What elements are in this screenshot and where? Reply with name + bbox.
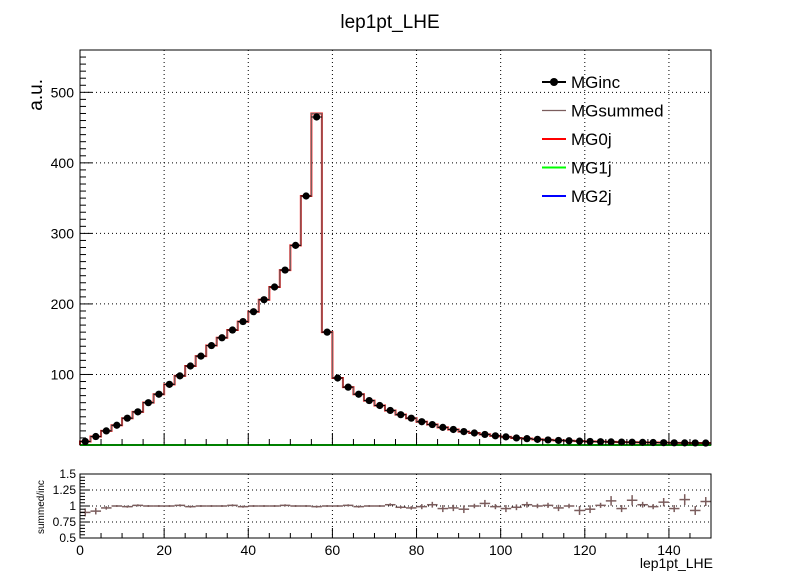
ratio-y-axis-label: summed/inc <box>36 480 47 534</box>
mginc-point <box>155 390 163 398</box>
main-y-axis-label: a.u. <box>26 79 47 111</box>
ratio-y-tick-label: 1.5 <box>59 467 76 481</box>
mginc-point <box>281 266 289 274</box>
ratio-x-tick-label: 0 <box>76 542 84 558</box>
mginc-point <box>460 427 468 436</box>
mginc-point <box>386 406 394 415</box>
main-y-tick-label: 100 <box>51 366 75 382</box>
mginc-point <box>491 432 500 440</box>
mginc-point <box>291 241 300 249</box>
mginc-point <box>418 418 426 426</box>
main-y-tick-label: 300 <box>51 225 75 241</box>
main-y-tick-label: 200 <box>51 296 75 312</box>
mginc-point <box>197 352 205 360</box>
ratio-y-tick-label: 1 <box>69 499 76 513</box>
mginc-point <box>134 408 142 416</box>
mginc-point <box>207 341 216 350</box>
mginc-point <box>512 434 521 442</box>
legend-mg2j-label: MG2j <box>571 187 612 206</box>
chart-title: lep1pt_LHE <box>340 12 439 33</box>
mginc-point <box>596 438 605 446</box>
mginc-point <box>481 430 489 439</box>
ratio-y-tick-label: 1.25 <box>53 483 77 497</box>
mginc-point <box>365 396 373 405</box>
mginc-point <box>628 438 636 446</box>
mginc-point <box>92 432 100 441</box>
ratio-x-tick-label: 60 <box>325 542 341 558</box>
mginc-point <box>586 437 594 446</box>
mginc-point <box>439 423 447 431</box>
legend: MGinc MGsummed MG0j MG1j MG2j <box>542 73 664 206</box>
mginc-point <box>618 438 626 446</box>
mginc-point <box>533 435 542 443</box>
mginc-point <box>218 334 226 342</box>
mginc-point <box>565 437 573 445</box>
mginc-point <box>344 383 352 391</box>
mginc-point <box>544 436 552 444</box>
ratio-x-tick-label: 40 <box>240 542 256 558</box>
mginc-point <box>554 436 563 445</box>
ratio-x-tick-label: 140 <box>657 542 681 558</box>
mginc-point <box>334 374 342 382</box>
mginc-point <box>649 438 657 447</box>
mginc-point <box>607 438 615 446</box>
mginc-point <box>165 380 173 388</box>
mginc-point <box>186 362 195 370</box>
legend-mg0j-label: MG0j <box>571 130 612 149</box>
mginc-point <box>449 425 457 434</box>
mginc-point <box>376 401 384 410</box>
mginc-point <box>575 437 584 445</box>
legend-mg1j-label: MG1j <box>571 159 612 178</box>
mginc-point <box>249 308 258 316</box>
ratio-x-axis-label: lep1pt_LHE <box>640 555 713 571</box>
mginc-point <box>239 317 247 326</box>
mginc-point <box>123 414 131 422</box>
mginc-point <box>660 439 668 447</box>
mginc-point <box>113 421 121 429</box>
mginc-point <box>228 326 237 334</box>
ratio-x-tick-label: 80 <box>409 542 425 558</box>
mginc-point <box>144 399 152 407</box>
ratio-series-layer <box>80 494 711 517</box>
mginc-point <box>81 437 89 446</box>
mginc-point <box>502 433 510 441</box>
legend-mginc-marker <box>550 78 558 86</box>
mginc-point <box>102 427 110 435</box>
mginc-point <box>313 113 321 121</box>
ratio-x-tick-label: 120 <box>573 542 597 558</box>
mginc-point <box>702 439 710 447</box>
ratio-x-tick-label: 20 <box>156 542 172 558</box>
ratio-y-tick-label: 0.75 <box>53 515 77 529</box>
mginc-point <box>302 192 310 200</box>
mginc-point <box>270 283 279 291</box>
legend-mgsummed-label: MGsummed <box>571 102 664 121</box>
mginc-point <box>523 435 531 443</box>
mginc-point <box>323 328 331 336</box>
mginc-point <box>397 411 405 419</box>
main-y-tick-label: 400 <box>51 155 75 171</box>
mginc-point <box>407 414 415 422</box>
ratio-x-tick-label: 100 <box>489 542 513 558</box>
ratio-axis-ticks: 0.5 0.75 1 1.25 1.5 0 20 40 60 80 100 120 140 <box>53 467 712 558</box>
mginc-point <box>260 296 268 304</box>
mginc-point <box>428 420 436 429</box>
main-y-tick-label: 500 <box>51 84 75 100</box>
main-axis-ticks: 100 200 300 400 500 <box>51 56 712 445</box>
ratio-y-tick-label: 0.5 <box>59 531 76 545</box>
mginc-point <box>176 372 184 380</box>
mginc-point <box>470 429 478 437</box>
mginc-point <box>355 390 363 398</box>
mginc-point <box>639 438 647 446</box>
legend-mginc-label: MGinc <box>571 73 621 92</box>
